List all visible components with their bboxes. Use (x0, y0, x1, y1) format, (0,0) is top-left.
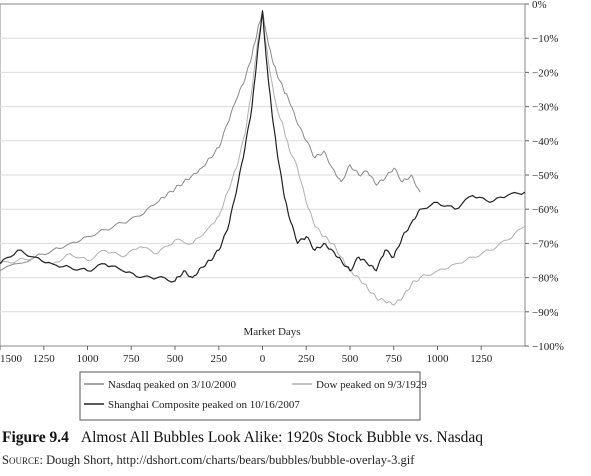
x-tick-label: 1000 (77, 353, 100, 365)
y-tick-label: −50% (532, 170, 558, 182)
y-tick-label: 0% (532, 0, 547, 11)
series-line (0, 10, 526, 283)
legend-label: Dow peaked on 9/3/1929 (316, 379, 427, 391)
x-axis-title: Market Days (243, 326, 300, 338)
y-tick-label: −100% (532, 341, 564, 353)
y-tick-label: −30% (532, 102, 558, 114)
legend-box (79, 371, 421, 421)
y-tick-label: −70% (532, 238, 558, 250)
x-tick-label: 750 (386, 353, 403, 365)
legend-label: Nasdaq peaked on 3/10/2000 (108, 379, 236, 391)
x-tick-label: 750 (123, 353, 140, 365)
source-label: Source: (2, 453, 43, 467)
x-tick-label: 1000 (427, 353, 450, 365)
y-axis-ticks: 0% −10% −20% −30% −40% −50% −60% −70% −80% −90% −1… (525, 0, 564, 353)
series-lines (0, 10, 526, 306)
y-tick-label: −80% (532, 273, 558, 285)
figure-number: Figure 9.4 (2, 429, 69, 446)
series-line (0, 13, 526, 306)
grid-lines (0, 37, 525, 313)
x-tick-label: 1250 (33, 353, 56, 365)
y-tick-label: −60% (532, 204, 558, 216)
source-text: Dough Short, http://dshort.com/charts/be… (46, 453, 415, 467)
x-tick-label: 500 (167, 353, 184, 365)
x-tick-label: 500 (342, 353, 359, 365)
legend-label: Shanghai Composite peaked on 10/16/2007 (108, 399, 300, 411)
chart-figure: 0% −10% −20% −30% −40% −50% −60% −70% −80% −90% −1… (0, 0, 564, 421)
x-tick-label: 1250 (470, 353, 493, 365)
y-tick-label: −90% (532, 307, 558, 319)
y-tick-label: −20% (532, 67, 558, 79)
y-tick-label: −40% (532, 136, 558, 148)
y-tick-label: −10% (532, 33, 558, 45)
legend: Nasdaq peaked on 3/10/2000 Dow peaked on … (79, 371, 427, 421)
x-tick-label: 0 (260, 353, 266, 365)
series-line (0, 10, 421, 272)
x-axis-ticks: 1500 1250 1000 750 500 250 0 250 500 750 1000 1250 (0, 346, 493, 365)
figure-title: Almost All Bubbles Look Alike: 1920s Sto… (80, 429, 484, 446)
x-tick-label: 1500 (0, 353, 23, 365)
figure-caption: Figure 9.4 Almost All Bubbles Look Alike:… (2, 429, 483, 447)
figure-source: Source: Dough Short, http://dshort.com/c… (2, 453, 414, 468)
x-tick-label: 250 (211, 353, 228, 365)
x-tick-label: 250 (298, 353, 315, 365)
